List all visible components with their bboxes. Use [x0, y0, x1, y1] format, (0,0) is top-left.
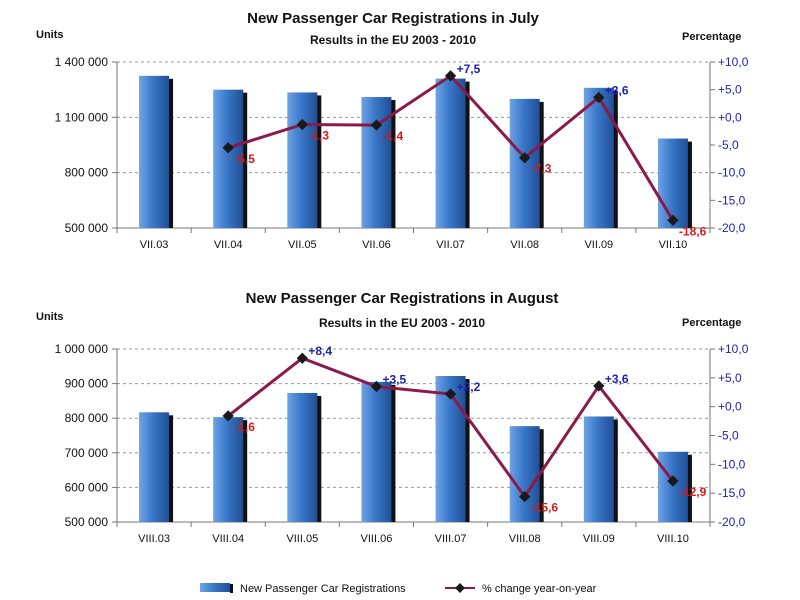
chart2-change-marker: [222, 410, 234, 422]
chart1-change-data-label: -18,6: [679, 224, 707, 238]
chart1-y2tick-label: -5,0: [718, 138, 739, 152]
chart1-bar: [583, 87, 614, 228]
chart1-xtick-label: VII.09: [584, 239, 613, 251]
chart1-ytick-label: 1 100 000: [55, 110, 109, 124]
chart1-bar: [435, 78, 466, 228]
chart1-y-axis-label: Units: [36, 29, 64, 41]
chart2-change-marker: [519, 490, 531, 503]
chart1-bar: [509, 98, 540, 228]
chart2-change-data-label: +3,6: [605, 372, 629, 386]
chart1-xtick-label: VII.08: [510, 239, 539, 251]
chart2-change-marker: [593, 380, 605, 392]
chart1-xtick-label: VII.06: [362, 239, 391, 251]
chart2-y2tick-label: +0,0: [718, 400, 742, 414]
chart2-xtick-label: VIII.03: [138, 533, 170, 545]
chart2-y2tick-label: -5,0: [718, 429, 739, 443]
chart1-change-data-label: -1,4: [382, 129, 403, 143]
chart1-bar: [213, 89, 244, 229]
chart1-title: New Passenger Car Registrations in July: [247, 10, 539, 27]
chart2-xtick-label: VIII.04: [212, 533, 244, 545]
chart2-bar: [435, 375, 466, 522]
chart2-subtitle: Results in the EU 2003 - 2010: [319, 316, 485, 330]
chart2-change-data-label: -12,9: [679, 485, 707, 499]
chart2-change-marker: [444, 388, 457, 400]
chart1-ytick-label: 500 000: [65, 221, 109, 235]
legend: New Passenger Car Registrations % change…: [200, 583, 597, 595]
chart2-bar: [213, 417, 244, 522]
chart2-xtick-label: VIII.08: [509, 533, 541, 545]
chart1-y2tick-label: +5,0: [718, 83, 742, 97]
chart1-bar: [657, 138, 688, 228]
chart2-bar: [139, 412, 170, 522]
chart1-change-data-label: -5,5: [234, 152, 255, 166]
chart1-xtick-label: VII.05: [288, 239, 317, 251]
chart2-change-marker: [296, 352, 308, 364]
plot-layer: 500 000 800 000 1 100 000 1 400 000 -20,0 -15…: [55, 55, 749, 545]
chart1-subtitle: Results in the EU 2003 - 2010: [310, 33, 476, 47]
chart1-change-data-label: -1,3: [308, 129, 329, 143]
chart2-change-data-label: -15,6: [531, 501, 559, 515]
chart2-xtick-label: VIII.06: [361, 533, 393, 545]
chart2-change-marker: [370, 380, 383, 393]
legend-line-marker: [455, 583, 465, 593]
chart1-change-data-label: +7,5: [457, 62, 481, 76]
chart2-bar: [657, 451, 688, 522]
chart1-change-data-label: +3,6: [605, 83, 629, 97]
chart2-change-data-label: +3,5: [382, 372, 406, 386]
chart1-change-data-label: -7,3: [531, 162, 552, 176]
chart2-change-marker: [667, 475, 679, 487]
chart2-ytick-label: 700 000: [65, 446, 109, 460]
chart2-bar: [509, 426, 540, 522]
chart1-xtick-label: VII.03: [140, 239, 169, 251]
chart2-y2tick-label: +10,0: [718, 342, 749, 356]
chart1-change-marker: [519, 152, 531, 164]
chart2-title: New Passenger Car Registrations in Augus…: [246, 290, 559, 307]
chart2-y2tick-label: -15,0: [718, 486, 746, 500]
chart2-ytick-label: 500 000: [65, 515, 109, 529]
chart2-ytick-label: 900 000: [65, 377, 109, 391]
chart2-xtick-label: VIII.09: [583, 533, 615, 545]
chart1-xtick-label: VII.04: [214, 239, 243, 251]
chart2-y2tick-label: +5,0: [718, 371, 742, 385]
chart2-change-data-label: +2,2: [457, 380, 481, 394]
legend-bar-label: New Passenger Car Registrations: [240, 583, 406, 595]
chart2-xtick-label: VIII.05: [286, 533, 318, 545]
chart1-y2-axis-label: Percentage: [682, 31, 741, 43]
chart1-xtick-label: VII.07: [436, 239, 465, 251]
chart2-bar: [583, 416, 614, 522]
chart2-y2tick-label: -10,0: [718, 457, 746, 471]
chart2-y2tick-label: -20,0: [718, 515, 746, 529]
chart2-bar: [287, 392, 318, 522]
chart2-ytick-label: 600 000: [65, 480, 109, 494]
chart1-y2tick-label: -20,0: [718, 221, 746, 235]
chart1-bar: [287, 92, 318, 228]
chart1-ytick-label: 1 400 000: [55, 55, 109, 69]
chart1-y2tick-label: -10,0: [718, 166, 746, 180]
chart2-ytick-label: 1 000 000: [55, 342, 109, 356]
chart1-y2tick-label: +10,0: [718, 55, 749, 69]
chart2-xtick-label: VIII.07: [435, 533, 467, 545]
legend-line-label: % change year-on-year: [482, 583, 597, 595]
legend-bar-swatch-shadow: [230, 584, 233, 593]
chart2-change-data-label: +8,4: [308, 344, 332, 358]
chart1-change-marker: [222, 142, 234, 154]
chart2-change-data-label: -1,6: [234, 420, 255, 434]
chart1-y2tick-label: -15,0: [718, 193, 746, 207]
chart1-ytick-label: 800 000: [65, 166, 109, 180]
chart1-y2tick-label: +0,0: [718, 110, 742, 124]
legend-bar-swatch: [200, 583, 230, 592]
chart2-y2-axis-label: Percentage: [682, 317, 741, 329]
chart2-bar: [361, 381, 392, 522]
chart2-xtick-label: VIII.10: [657, 533, 689, 545]
chart1-xtick-label: VII.10: [659, 239, 688, 251]
chart1-bar: [139, 75, 170, 228]
chart1-change-marker: [667, 214, 679, 226]
chart2-y-axis-label: Units: [36, 311, 64, 323]
chart2-ytick-label: 800 000: [65, 411, 109, 425]
